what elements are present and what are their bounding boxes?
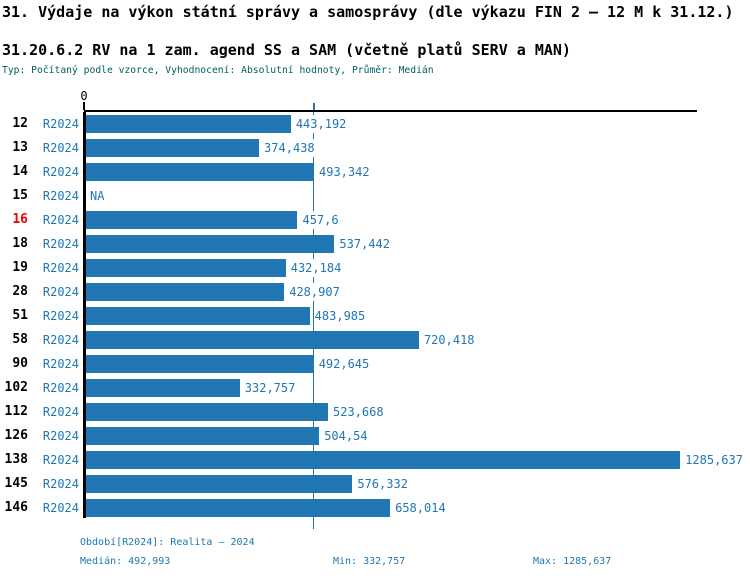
row-category-label: 58 xyxy=(12,332,28,347)
row-period-label: R2024 xyxy=(42,261,79,275)
footer-max: Max: 1285,637 xyxy=(533,556,612,567)
chart-row: 15 R2024 NA xyxy=(0,184,750,208)
row-value-label: 493,342 xyxy=(318,163,371,181)
chart-row: 28 R2024 428,907 xyxy=(0,280,750,304)
chart-row: 19 R2024 432,184 xyxy=(0,256,750,280)
row-value-label: 492,645 xyxy=(317,355,371,373)
row-category-label: 112 xyxy=(4,404,28,419)
chart-row: 51 R2024 483,985 xyxy=(0,304,750,328)
row-category-label: 18 xyxy=(12,236,28,251)
footer-period-info: Období[R2024]: Realita – 2024 xyxy=(80,537,255,548)
row-period-label: R2024 xyxy=(42,285,79,299)
row-value-label: 432,184 xyxy=(289,259,343,277)
row-value-label: 483,985 xyxy=(313,307,367,325)
row-category-label: 19 xyxy=(12,260,28,275)
row-bar xyxy=(86,499,391,517)
chart-row: 12 R2024 443,192 xyxy=(0,112,750,136)
chart-row: 16 R2024 457,6 xyxy=(0,208,750,232)
row-bar xyxy=(86,163,314,181)
row-value-label: 504,54 xyxy=(323,427,369,445)
row-value-label: 576,332 xyxy=(356,475,409,493)
row-period-label: R2024 xyxy=(42,189,79,203)
median-line xyxy=(312,112,315,529)
row-bar xyxy=(86,259,286,277)
row-bar xyxy=(86,427,320,445)
row-bar xyxy=(86,355,314,373)
row-category-label: 15 xyxy=(12,188,28,203)
row-bar xyxy=(86,379,240,397)
y-axis-line xyxy=(83,112,86,518)
row-category-label: 14 xyxy=(12,164,28,179)
row-bar xyxy=(86,307,310,325)
row-category-label: 51 xyxy=(12,308,28,323)
row-category-label: 90 xyxy=(12,356,28,371)
chart-row: 126 R2024 504,54 xyxy=(0,424,750,448)
row-category-label: 138 xyxy=(4,452,28,467)
row-category-label: 28 xyxy=(12,284,28,299)
row-value-label: 1285,637 xyxy=(684,451,744,469)
row-category-label: 145 xyxy=(4,476,28,491)
row-category-label: 126 xyxy=(4,428,28,443)
chart-rows: 12 R2024 443,192 13 R2024 374,438 14 R20… xyxy=(0,112,750,520)
row-period-label: R2024 xyxy=(42,141,79,155)
row-period-label: R2024 xyxy=(42,357,79,371)
row-period-label: R2024 xyxy=(42,405,79,419)
row-period-label: R2024 xyxy=(42,429,79,443)
chart-row: 102 R2024 332,757 xyxy=(0,376,750,400)
chart-meta-line: Typ: Počítaný podle vzorce, Vyhodnocení:… xyxy=(2,65,434,76)
row-category-label: 16 xyxy=(12,212,28,227)
chart-row: 58 R2024 720,418 xyxy=(0,328,750,352)
chart-subtitle: 31.20.6.2 RV na 1 zam. agend SS a SAM (v… xyxy=(2,41,571,59)
row-period-label: R2024 xyxy=(42,453,79,467)
row-value-label: 332,757 xyxy=(243,379,297,397)
chart-row: 14 R2024 493,342 xyxy=(0,160,750,184)
x-axis-origin-tick xyxy=(83,102,85,110)
row-period-label: R2024 xyxy=(42,165,79,179)
row-value-label: 457,6 xyxy=(301,211,340,229)
x-axis-origin-label: 0 xyxy=(80,89,88,103)
row-value-label: 443,192 xyxy=(294,115,348,133)
row-bar xyxy=(86,211,298,229)
row-category-label: 102 xyxy=(4,380,28,395)
row-period-label: R2024 xyxy=(42,237,79,251)
row-bar xyxy=(86,283,285,301)
chart-row: 145 R2024 576,332 xyxy=(0,472,750,496)
row-bar xyxy=(86,403,329,421)
chart-row: 146 R2024 658,014 xyxy=(0,496,750,520)
row-bar xyxy=(86,331,419,349)
row-period-label: R2024 xyxy=(42,117,79,131)
footer-median: Medián: 492,993 xyxy=(80,556,171,567)
median-tick xyxy=(312,103,315,110)
row-value-label: 374,438 xyxy=(263,139,316,157)
row-period-label: R2024 xyxy=(42,381,79,395)
row-bar xyxy=(86,451,681,469)
chart-row: 112 R2024 523,668 xyxy=(0,400,750,424)
row-category-label: 13 xyxy=(12,140,28,155)
row-category-label: 146 xyxy=(4,500,28,515)
row-bar xyxy=(86,139,260,157)
row-value-label: 523,668 xyxy=(332,403,385,421)
row-value-label: 720,418 xyxy=(422,331,476,349)
row-period-label: R2024 xyxy=(42,501,79,515)
row-bar xyxy=(86,235,335,253)
row-category-label: 12 xyxy=(12,116,28,131)
row-value-label: 537,442 xyxy=(338,235,391,253)
chart-row: 90 R2024 492,645 xyxy=(0,352,750,376)
chart-row: 18 R2024 537,442 xyxy=(0,232,750,256)
chart-row: 138 R2024 1285,637 xyxy=(0,448,750,472)
row-value-label: NA xyxy=(90,189,105,203)
footer-min: Min: 332,757 xyxy=(333,556,406,567)
chart-row: 13 R2024 374,438 xyxy=(0,136,750,160)
row-period-label: R2024 xyxy=(42,309,79,323)
row-period-label: R2024 xyxy=(42,477,79,491)
row-bar xyxy=(86,475,353,493)
chart-title: 31. Výdaje na výkon státní správy a samo… xyxy=(2,3,734,21)
row-value-label: 428,907 xyxy=(288,283,341,301)
x-axis-line xyxy=(84,110,697,112)
row-value-label: 658,014 xyxy=(394,499,447,517)
row-bar xyxy=(86,115,291,133)
row-period-label: R2024 xyxy=(42,333,79,347)
row-period-label: R2024 xyxy=(42,213,79,227)
